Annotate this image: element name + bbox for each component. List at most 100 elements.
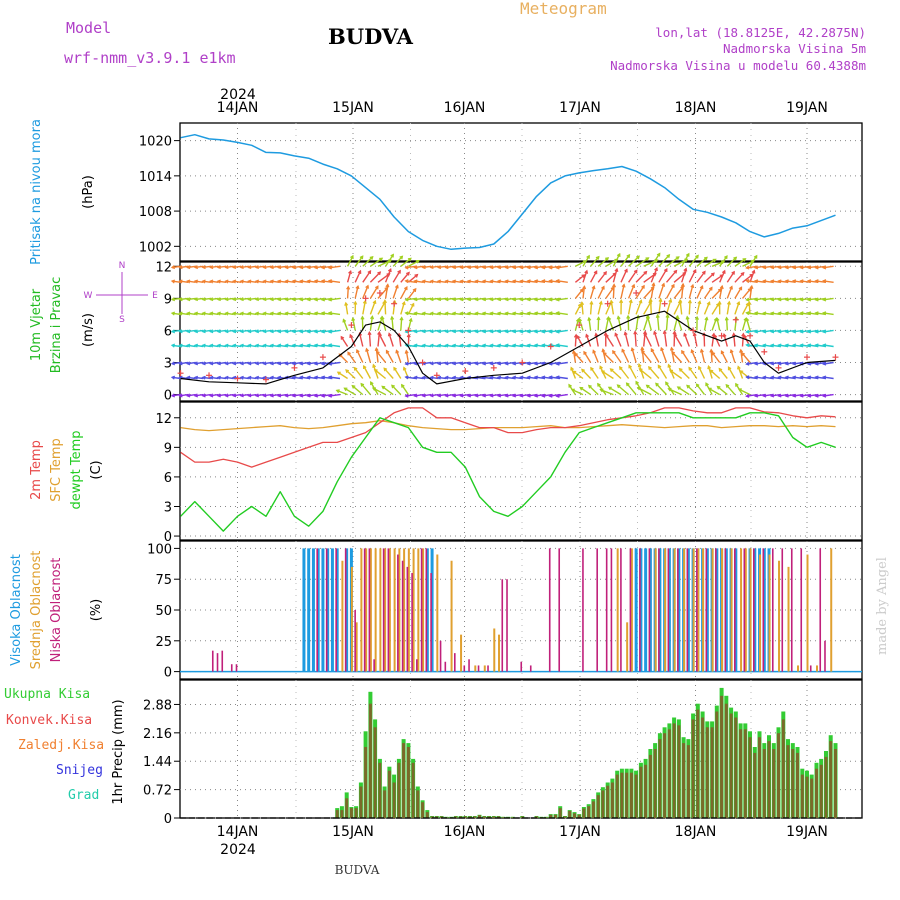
wind-arrow (719, 285, 723, 299)
wind-arrow-head (745, 393, 750, 398)
wind-arrow-head (650, 347, 655, 352)
panel-0 (179, 122, 863, 262)
wind-arrow (179, 280, 189, 283)
wind-arrow (278, 329, 287, 333)
top-year: 2024 (220, 87, 256, 103)
wind-arrow (665, 314, 669, 331)
wind-arrow-head (451, 361, 457, 366)
wind-arrow-head (474, 329, 479, 334)
wind-arrow (763, 297, 773, 301)
wind-arrow-head (393, 366, 397, 371)
conv-precip-bar (682, 743, 686, 818)
wind-arrow (248, 376, 257, 380)
wind-arrow (328, 344, 341, 348)
wind-arrow (405, 393, 416, 397)
wind-arrow (378, 333, 387, 347)
wind-arrow-head (291, 343, 296, 348)
wind-arrow-head (186, 329, 191, 334)
conv-precip-bar (425, 812, 429, 818)
wind-arrow-head (713, 333, 718, 339)
conv-precip-bar (473, 816, 477, 818)
wind-arrow-head (579, 386, 584, 391)
wind-arrow-head (706, 301, 711, 306)
wind-arrow-head (791, 311, 797, 316)
wind-arrow (248, 280, 257, 283)
wind-arrow-head (656, 252, 661, 257)
wind-arrow-head (291, 329, 296, 334)
wind-arrow (263, 265, 272, 269)
wind-arrow (194, 280, 204, 283)
wind-arrow-head (320, 375, 326, 380)
y-tick-label: 75 (155, 573, 172, 588)
wind-arrow-head (313, 279, 319, 284)
wind-arrow-head (611, 283, 617, 288)
wind-arrow (490, 361, 500, 365)
wind-arrow-head (791, 343, 797, 348)
wind-arrow (696, 271, 706, 283)
wind-arrow-head (444, 265, 449, 270)
wind-arrow-head (784, 361, 789, 366)
wind-arrow-head (753, 279, 759, 284)
compass-e: E (152, 291, 158, 301)
wind-arrow (352, 317, 356, 331)
wind-arrow-head (474, 393, 479, 398)
wind-arrow (278, 361, 287, 365)
wind-arrow (711, 303, 720, 315)
wind-arrow (194, 344, 204, 348)
wind-arrow (292, 393, 303, 397)
wind-arrow (556, 297, 568, 301)
wind-arrow-head (413, 361, 418, 366)
wind-arrow (590, 256, 600, 267)
wind-arrow (381, 385, 394, 396)
wind-arrow-head (587, 384, 592, 389)
y-tick-label: 100 (147, 542, 172, 557)
wind-arrow-head (186, 393, 191, 398)
wind-arrow-head (731, 332, 736, 337)
wind-arrow-head (648, 297, 653, 303)
wind-arrow-head (745, 279, 750, 284)
y-tick-label: 6 (164, 324, 172, 339)
wind-arrow (460, 393, 470, 397)
bottom-day-label: 19JAN (786, 824, 828, 840)
wind-arrow-head (625, 382, 630, 387)
wind-arrow (755, 312, 766, 316)
wind-arrow-head (320, 393, 326, 398)
wind-arrow (292, 280, 303, 283)
wind-arrow (631, 348, 637, 363)
wind-arrow (255, 393, 265, 397)
conv-precip-bar (734, 717, 738, 818)
wind-arrow (681, 283, 684, 299)
wind-arrow-head (395, 349, 400, 354)
conv-precip-bar (577, 814, 581, 818)
wind-arrow (665, 284, 675, 299)
wind-arrow (210, 361, 219, 365)
wind-arrow (688, 300, 691, 315)
wind-arrow-head (526, 361, 531, 366)
conv-precip-bar (824, 756, 828, 818)
wind-arrow-head (822, 265, 827, 270)
wind-arrow (210, 265, 219, 269)
wind-arrow (646, 315, 652, 331)
conv-precip-bar (587, 806, 591, 818)
wind-arrow-head (712, 258, 717, 263)
wind-arrow-head (724, 255, 728, 260)
wind-arrow-head (814, 361, 819, 366)
wind-arrow-head (394, 284, 399, 289)
wind-arrow-head (247, 329, 252, 334)
wind-arrow-head (511, 297, 517, 302)
conv-precip-bar (468, 816, 472, 818)
conv-precip-bar (710, 727, 714, 818)
wind-arrow-head (504, 375, 509, 380)
wind-arrow (589, 301, 593, 315)
wind-arrow (437, 312, 447, 316)
y-tick-label: 1.44 (143, 755, 172, 770)
wind-arrow (572, 370, 584, 380)
wind-arrow-head (799, 265, 804, 270)
wind-arrow (217, 297, 227, 301)
wind-arrow (574, 334, 577, 347)
wind-arrow-head (299, 279, 304, 284)
wind-arrow (179, 329, 189, 333)
conv-precip-bar (440, 816, 444, 818)
wind-arrow (194, 393, 204, 397)
wind-arrow-head (555, 375, 560, 380)
